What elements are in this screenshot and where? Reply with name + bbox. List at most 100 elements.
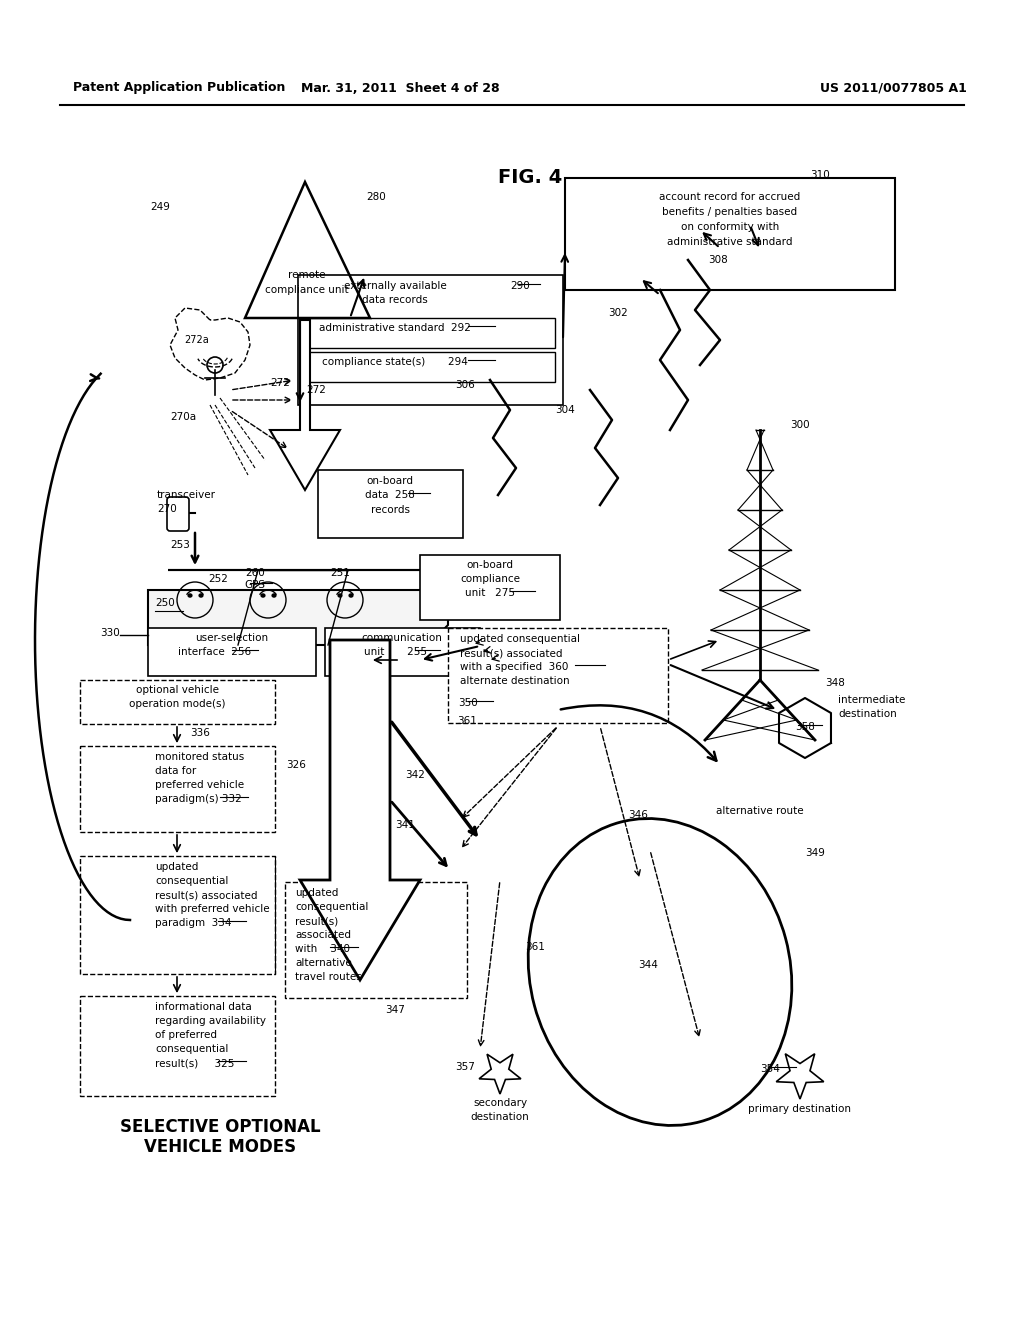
Text: 354: 354 [760, 1064, 780, 1074]
Text: optional vehicle: optional vehicle [135, 685, 218, 696]
Text: 346: 346 [628, 810, 648, 820]
Text: compliance unit: compliance unit [265, 285, 349, 294]
FancyBboxPatch shape [565, 178, 895, 290]
Text: paradigm(s) 332: paradigm(s) 332 [155, 795, 242, 804]
FancyBboxPatch shape [305, 352, 555, 381]
Text: 350: 350 [458, 698, 478, 708]
Text: paradigm  334: paradigm 334 [155, 917, 231, 928]
Text: 310: 310 [810, 170, 829, 180]
Text: operation mode(s): operation mode(s) [129, 700, 225, 709]
Text: on-board: on-board [367, 477, 414, 486]
Text: updated consequential: updated consequential [460, 634, 580, 644]
Text: 357: 357 [455, 1063, 475, 1072]
Text: 330: 330 [100, 628, 120, 638]
Text: intermediate: intermediate [838, 696, 905, 705]
Text: on-board: on-board [467, 560, 513, 570]
Polygon shape [148, 570, 449, 645]
FancyBboxPatch shape [305, 318, 555, 348]
Text: result(s): result(s) [295, 916, 338, 927]
Text: of preferred: of preferred [155, 1030, 217, 1040]
Text: 347: 347 [385, 1005, 404, 1015]
Text: regarding availability: regarding availability [155, 1016, 266, 1026]
Text: data for: data for [155, 766, 197, 776]
FancyBboxPatch shape [449, 628, 668, 723]
Text: 270a: 270a [170, 412, 196, 422]
Text: VEHICLE MODES: VEHICLE MODES [144, 1138, 296, 1156]
Text: informational data: informational data [155, 1002, 252, 1012]
Text: with    340: with 340 [295, 944, 350, 954]
Text: alternative: alternative [295, 958, 352, 968]
Text: secondary: secondary [473, 1098, 527, 1107]
Text: Mar. 31, 2011  Sheet 4 of 28: Mar. 31, 2011 Sheet 4 of 28 [301, 82, 500, 95]
Text: 252: 252 [208, 574, 228, 583]
FancyBboxPatch shape [80, 680, 275, 723]
Text: interface  256: interface 256 [178, 647, 252, 657]
FancyBboxPatch shape [325, 628, 480, 676]
Text: US 2011/0077805 A1: US 2011/0077805 A1 [820, 82, 967, 95]
Text: 251: 251 [330, 568, 350, 578]
Text: data  258: data 258 [366, 490, 415, 500]
Text: 326: 326 [286, 760, 306, 770]
Text: 349: 349 [805, 847, 825, 858]
Text: updated: updated [295, 888, 338, 898]
Text: externally available: externally available [344, 281, 446, 290]
Text: administrative standard  292: administrative standard 292 [319, 323, 471, 333]
Text: alternative route: alternative route [716, 807, 804, 816]
Text: 249: 249 [151, 202, 170, 213]
Text: 348: 348 [825, 678, 845, 688]
Text: 341: 341 [395, 820, 415, 830]
Text: 361: 361 [457, 715, 477, 726]
Text: 342: 342 [406, 770, 425, 780]
Text: consequential: consequential [295, 902, 369, 912]
Text: compliance: compliance [460, 574, 520, 583]
Text: 260: 260 [245, 568, 265, 578]
FancyBboxPatch shape [167, 498, 189, 531]
Text: 308: 308 [709, 255, 728, 265]
Text: result(s) associated: result(s) associated [460, 648, 562, 657]
Polygon shape [270, 319, 340, 490]
Text: account record for accrued: account record for accrued [659, 191, 801, 202]
Text: SELECTIVE OPTIONAL: SELECTIVE OPTIONAL [120, 1118, 321, 1137]
FancyBboxPatch shape [80, 997, 275, 1096]
Text: with a specified  360: with a specified 360 [460, 663, 568, 672]
Text: destination: destination [838, 709, 897, 719]
Polygon shape [300, 640, 420, 979]
Text: associated: associated [295, 931, 351, 940]
Text: travel routes: travel routes [295, 972, 361, 982]
Text: remote: remote [288, 271, 326, 280]
Text: user-selection: user-selection [196, 634, 268, 643]
Text: records: records [371, 506, 410, 515]
Text: 253: 253 [170, 540, 189, 550]
Text: with preferred vehicle: with preferred vehicle [155, 904, 269, 913]
Text: administrative standard: administrative standard [668, 238, 793, 247]
Text: 250: 250 [155, 598, 175, 609]
Text: result(s) associated: result(s) associated [155, 890, 257, 900]
Text: on conformity with: on conformity with [681, 222, 779, 232]
Text: 336: 336 [190, 729, 210, 738]
Text: primary destination: primary destination [749, 1104, 852, 1114]
Text: Patent Application Publication: Patent Application Publication [73, 82, 286, 95]
Text: 290: 290 [510, 281, 529, 290]
Text: communication: communication [361, 634, 442, 643]
FancyBboxPatch shape [148, 628, 316, 676]
Text: consequential: consequential [155, 876, 228, 886]
Text: data records: data records [362, 294, 428, 305]
Text: updated: updated [155, 862, 199, 873]
Text: alternate destination: alternate destination [460, 676, 569, 686]
Text: 280: 280 [367, 191, 386, 202]
FancyBboxPatch shape [80, 746, 275, 832]
Text: monitored status: monitored status [155, 752, 245, 762]
Text: 304: 304 [555, 405, 574, 414]
Text: 272: 272 [270, 378, 290, 388]
Text: 361: 361 [525, 942, 545, 952]
FancyBboxPatch shape [420, 554, 560, 620]
Text: preferred vehicle: preferred vehicle [155, 780, 244, 789]
Text: 358: 358 [795, 722, 815, 733]
Polygon shape [479, 1055, 521, 1094]
Text: 306: 306 [455, 380, 475, 389]
Text: 302: 302 [608, 308, 628, 318]
FancyBboxPatch shape [318, 470, 463, 539]
Polygon shape [776, 1053, 823, 1100]
Text: consequential: consequential [155, 1044, 228, 1053]
Text: benefits / penalties based: benefits / penalties based [663, 207, 798, 216]
